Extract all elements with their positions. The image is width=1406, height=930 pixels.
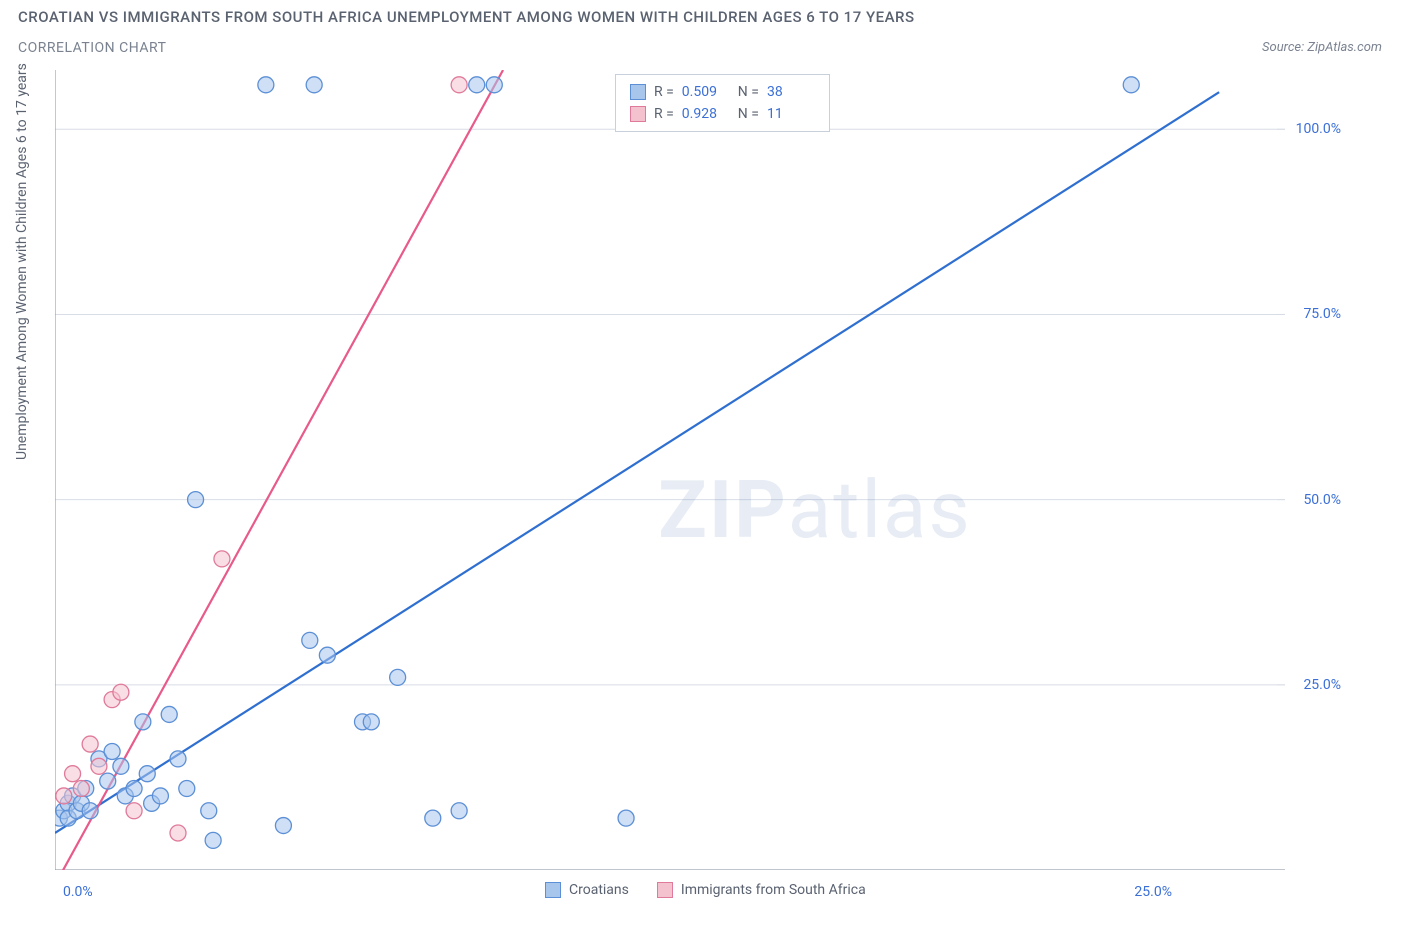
stats-swatch bbox=[630, 106, 646, 122]
data-point bbox=[188, 492, 204, 508]
legend-label: Immigrants from South Africa bbox=[681, 882, 866, 898]
data-point bbox=[201, 803, 217, 819]
axis-tick-label: 75.0% bbox=[1303, 306, 1341, 322]
data-point bbox=[451, 803, 467, 819]
stats-r-label: R = bbox=[654, 84, 674, 100]
data-point bbox=[469, 77, 485, 93]
source-attribution: Source: ZipAtlas.com bbox=[1262, 40, 1382, 55]
data-point bbox=[275, 818, 291, 834]
data-point bbox=[65, 766, 81, 782]
stats-n-value: 11 bbox=[767, 106, 815, 122]
data-point bbox=[73, 781, 89, 797]
data-point bbox=[126, 781, 142, 797]
data-point bbox=[205, 832, 221, 848]
axis-tick-label: 50.0% bbox=[1303, 492, 1341, 508]
axis-tick-label: 25.0% bbox=[1303, 677, 1341, 693]
data-point bbox=[214, 551, 230, 567]
data-point bbox=[100, 773, 116, 789]
data-point bbox=[258, 77, 274, 93]
stats-swatch bbox=[630, 84, 646, 100]
data-point bbox=[170, 751, 186, 767]
data-point bbox=[152, 788, 168, 804]
stats-r-label: R = bbox=[654, 106, 674, 122]
stats-row: R = 0.928 N = 11 bbox=[630, 103, 815, 125]
data-point bbox=[618, 810, 634, 826]
trend-line bbox=[55, 70, 503, 870]
data-point bbox=[91, 758, 107, 774]
trend-line bbox=[55, 92, 1219, 833]
data-point bbox=[113, 758, 129, 774]
legend-item: Immigrants from South Africa bbox=[657, 882, 866, 898]
chart-area: ZIPatlas R =0.509N =38R =0.928N =11 Croa… bbox=[55, 70, 1345, 870]
chart-title-sub: CORRELATION CHART bbox=[18, 40, 166, 56]
stats-r-value: 0.509 bbox=[682, 84, 730, 100]
data-point bbox=[425, 810, 441, 826]
data-point bbox=[170, 825, 186, 841]
data-point bbox=[179, 781, 195, 797]
stats-r-value: 0.928 bbox=[682, 106, 730, 122]
data-point bbox=[161, 706, 177, 722]
chart-title-main: CROATIAN VS IMMIGRANTS FROM SOUTH AFRICA… bbox=[18, 8, 915, 26]
data-point bbox=[486, 77, 502, 93]
data-point bbox=[319, 647, 335, 663]
correlation-stats-box: R = 0.509 N = 38 R = 0.928 N = 11 bbox=[615, 74, 830, 132]
legend-swatch bbox=[545, 882, 561, 898]
stats-row: R = 0.509 N = 38 bbox=[630, 81, 815, 103]
y-axis-label: Unemployment Among Women with Children A… bbox=[14, 63, 30, 460]
stats-n-label: N = bbox=[738, 106, 759, 122]
data-point bbox=[135, 714, 151, 730]
data-point bbox=[82, 736, 98, 752]
data-point bbox=[139, 766, 155, 782]
data-point bbox=[390, 669, 406, 685]
data-point bbox=[104, 743, 120, 759]
axis-tick-label: 0.0% bbox=[63, 884, 93, 900]
data-point bbox=[56, 788, 72, 804]
data-point bbox=[306, 77, 322, 93]
stats-n-label: N = bbox=[738, 84, 759, 100]
legend-label: Croatians bbox=[569, 882, 629, 898]
data-point bbox=[82, 803, 98, 819]
data-point bbox=[1123, 77, 1139, 93]
data-point bbox=[363, 714, 379, 730]
stats-n-value: 38 bbox=[767, 84, 815, 100]
data-point bbox=[126, 803, 142, 819]
scatter-chart-svg bbox=[55, 70, 1345, 870]
data-point bbox=[302, 632, 318, 648]
legend-swatch bbox=[657, 882, 673, 898]
legend-item: Croatians bbox=[545, 882, 629, 898]
axis-tick-label: 25.0% bbox=[1134, 884, 1172, 900]
chart-legend: Croatians Immigrants from South Africa bbox=[545, 882, 866, 898]
data-point bbox=[113, 684, 129, 700]
data-point bbox=[451, 77, 467, 93]
axis-tick-label: 100.0% bbox=[1296, 121, 1341, 137]
